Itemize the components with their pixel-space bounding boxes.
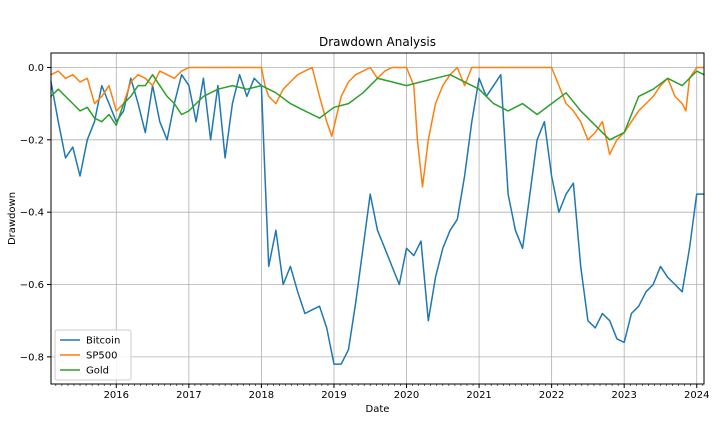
grid-layer bbox=[51, 53, 704, 384]
x-tick-label: 2019 bbox=[321, 390, 346, 401]
plot-area bbox=[51, 53, 704, 384]
y-axis: 0.0 −0.2 −0.4 −0.6 −0.8 bbox=[20, 63, 51, 363]
x-tick-label: 2018 bbox=[249, 390, 274, 401]
x-tick-label: 2024 bbox=[684, 390, 709, 401]
y-tick-label: 0.0 bbox=[28, 63, 44, 74]
series-line-gold bbox=[50, 70, 705, 141]
legend-label-gold: Gold bbox=[86, 366, 109, 377]
legend-label-sp500: SP500 bbox=[86, 351, 117, 362]
y-tick-label: −0.4 bbox=[20, 208, 44, 219]
legend-label-bitcoin: Bitcoin bbox=[86, 336, 120, 347]
series-layer bbox=[50, 66, 705, 365]
x-axis: 2016 2017 2018 2019 2020 2021 2022 2023 2024 bbox=[55, 384, 709, 401]
x-tick-label: 2020 bbox=[394, 390, 419, 401]
y-tick-label: −0.2 bbox=[20, 135, 44, 146]
y-axis-label: Drawdown bbox=[7, 192, 18, 245]
plot-frame bbox=[50, 52, 705, 385]
series-line-bitcoin bbox=[50, 73, 705, 365]
x-tick-label: 2023 bbox=[611, 390, 636, 401]
y-tick-label: −0.8 bbox=[20, 352, 44, 363]
x-tick-label: 2022 bbox=[539, 390, 564, 401]
x-tick-label: 2021 bbox=[466, 390, 491, 401]
x-tick-label: 2017 bbox=[176, 390, 201, 401]
legend-box bbox=[54, 329, 132, 381]
x-tick-label: 2016 bbox=[104, 390, 129, 401]
legend: Bitcoin SP500 Gold bbox=[54, 329, 132, 381]
x-axis-label: Date bbox=[366, 404, 390, 415]
series-line-sp500 bbox=[50, 66, 705, 188]
chart-title: Drawdown Analysis bbox=[319, 35, 436, 49]
y-tick-label: −0.6 bbox=[20, 280, 44, 291]
